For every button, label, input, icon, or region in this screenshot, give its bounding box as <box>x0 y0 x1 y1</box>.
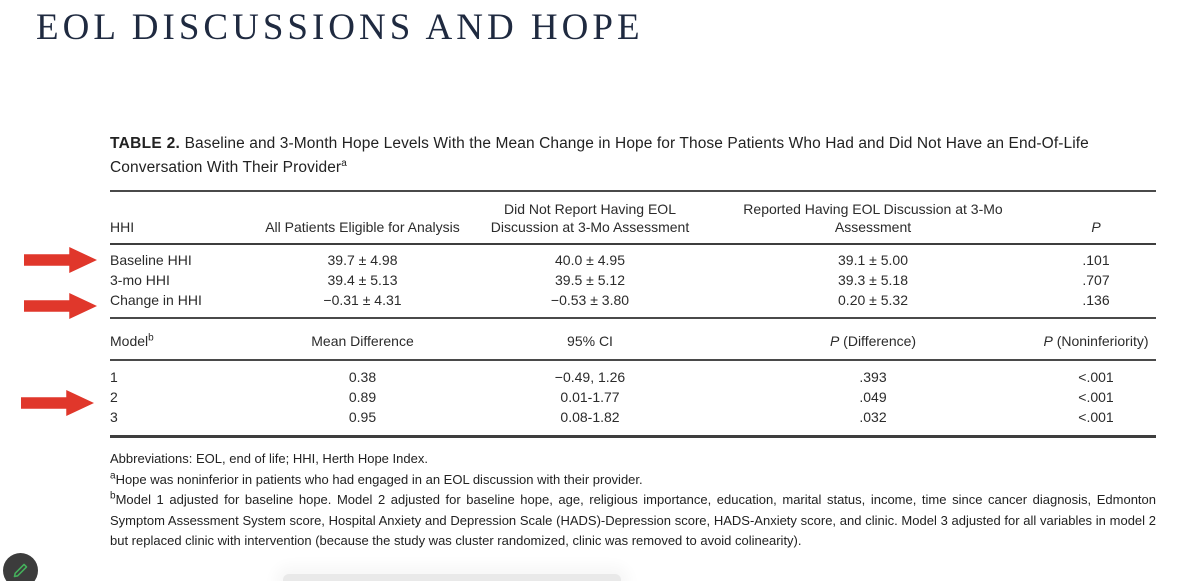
hhi-header-row: HHI All Patients Eligible for Analysis D… <box>110 192 1156 245</box>
footnote-a: aHope was noninferior in patients who ha… <box>110 470 643 487</box>
p-value-cell: <.001 <box>1078 369 1114 385</box>
value-cell: 39.3 ± 5.18 <box>838 272 908 288</box>
red-arrow-icon <box>24 293 97 319</box>
value-cell: 0.38 <box>348 369 377 385</box>
p-value-cell: .049 <box>859 389 887 405</box>
value-cell: 0.95 <box>348 409 377 425</box>
value-cell: 0.01-1.77 <box>560 389 620 405</box>
p-value-cell: .101 <box>1082 252 1110 268</box>
table-row: 3-mo HHI 39.4 ± 5.13 39.5 ± 5.12 39.3 ± … <box>110 270 1156 290</box>
hhi-header-col4: P <box>1091 219 1101 235</box>
model-footnote-marker: b <box>148 332 154 344</box>
hhi-header-col3: Reported Having EOL Discussion at 3-Mo A… <box>743 201 1003 235</box>
table-2: TABLE 2. Baseline and 3-Month Hope Level… <box>110 132 1156 552</box>
p-value-cell: .393 <box>859 369 887 385</box>
value-cell: 0.08-1.82 <box>560 409 620 425</box>
pencil-icon <box>12 562 29 579</box>
page-title: EOL DISCUSSIONS AND HOPE <box>36 7 644 48</box>
model-rows: 1 0.38 −0.49, 1.26 .393 <.001 2 0.89 0.0… <box>110 361 1156 438</box>
value-cell: 39.5 ± 5.12 <box>555 272 625 288</box>
value-cell: −0.49, 1.26 <box>554 369 626 385</box>
footnote-b: bModel 1 adjusted for baseline hope. Mod… <box>110 490 1156 548</box>
p-value-cell: .032 <box>859 409 887 425</box>
row-label: 2 <box>110 389 118 405</box>
p-value-cell: .136 <box>1082 292 1110 308</box>
value-cell: 40.0 ± 4.95 <box>555 252 625 268</box>
row-label: Baseline HHI <box>110 252 192 268</box>
table-caption-label: TABLE 2. <box>110 135 181 152</box>
abbreviations-note: Abbreviations: EOL, end of life; HHI, He… <box>110 451 428 466</box>
table-caption-footnote-marker: a <box>341 157 347 169</box>
model-header-col0: Modelb <box>110 332 154 349</box>
table-footnotes: Abbreviations: EOL, end of life; HHI, He… <box>110 449 1156 552</box>
hhi-header-col1: All Patients Eligible for Analysis <box>265 219 460 235</box>
footnote-b-marker: b <box>110 490 116 502</box>
p-value-cell: <.001 <box>1078 409 1114 425</box>
table-row: Baseline HHI 39.7 ± 4.98 40.0 ± 4.95 39.… <box>110 250 1156 270</box>
row-label: 3 <box>110 409 118 425</box>
annotate-button[interactable] <box>3 553 38 581</box>
model-header-col4: P (Noninferiority) <box>1043 333 1149 349</box>
value-cell: −0.53 ± 3.80 <box>550 292 630 308</box>
p-value-cell: .707 <box>1082 272 1110 288</box>
hhi-rows: Baseline HHI 39.7 ± 4.98 40.0 ± 4.95 39.… <box>110 245 1156 319</box>
table-row: 3 0.95 0.08-1.82 .032 <.001 <box>110 407 1156 427</box>
hhi-header-col2: Did Not Report Having EOL Discussion at … <box>490 201 690 235</box>
value-cell: 39.1 ± 5.00 <box>838 252 908 268</box>
table-top-rule <box>110 190 1156 192</box>
value-cell: −0.31 ± 4.31 <box>323 292 402 308</box>
value-cell: 0.20 ± 5.32 <box>838 292 908 308</box>
footnote-a-marker: a <box>110 470 116 482</box>
model-header-col2: 95% CI <box>567 333 613 349</box>
value-cell: 0.89 <box>348 389 377 405</box>
value-cell: 39.7 ± 4.98 <box>327 252 398 268</box>
table-caption-text: Baseline and 3-Month Hope Levels With th… <box>110 135 1089 176</box>
table-row: 2 0.89 0.01-1.77 .049 <.001 <box>110 387 1156 407</box>
model-header-col3: P (Difference) <box>829 333 917 349</box>
value-cell: 39.4 ± 5.13 <box>327 272 398 288</box>
table-row: 1 0.38 −0.49, 1.26 .393 <.001 <box>110 367 1156 387</box>
row-label: 1 <box>110 369 118 385</box>
model-header-col1: Mean Difference <box>311 333 414 349</box>
table-caption: TABLE 2. Baseline and 3-Month Hope Level… <box>110 132 1156 180</box>
table-row: Change in HHI −0.31 ± 4.31 −0.53 ± 3.80 … <box>110 290 1156 310</box>
row-label: 3-mo HHI <box>110 272 170 288</box>
p-value-cell: <.001 <box>1078 389 1114 405</box>
row-label: Change in HHI <box>110 292 202 308</box>
red-arrow-icon <box>24 247 97 273</box>
model-header-row: Modelb Mean Difference 95% CI P (Differe… <box>110 319 1156 361</box>
red-arrow-icon <box>21 390 94 416</box>
bottom-toolbar-edge <box>283 574 621 581</box>
hhi-header-col0: HHI <box>110 219 135 235</box>
